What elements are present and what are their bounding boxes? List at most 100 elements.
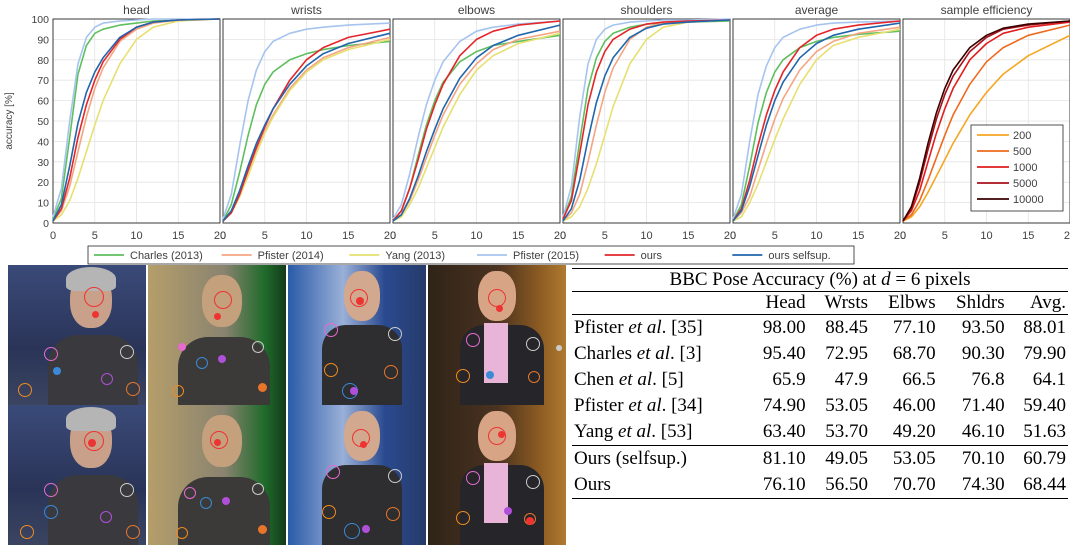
series-line-500 [902,24,1070,222]
method-name: Charles et al. [3] [574,343,702,364]
series-line-ours-selfsup- [222,32,391,222]
accuracy-value: 95.40 [762,343,806,364]
x-tick-label: 20 [1064,230,1070,242]
x-tick-label: 15 [682,230,694,242]
x-tick-label: 5 [772,230,778,242]
legend-label: 500 [1013,146,1031,158]
y-tick-label: 50 [37,116,49,128]
accuracy-value: 65.9 [772,369,806,390]
pose-frame-4-top [428,265,566,405]
series-line-pfister-2014- [562,19,731,222]
series-line-ours [562,19,731,220]
series-line-ours-selfsup- [52,18,221,222]
series-line-ours-selfsup- [732,22,901,222]
series-line-pfister-2015- [392,20,561,220]
series-line-pfister-2015- [562,18,731,218]
accuracy-value: 53.70 [825,421,869,442]
series-line-pfister-2015- [222,22,391,220]
series-line-ours-selfsup- [392,24,561,222]
method-name: Ours [572,472,747,499]
chart-title: shoulders [620,3,672,17]
y-tick-label: 90 [37,34,49,46]
chart-title: average [795,3,839,17]
series-line-pfister-2015- [52,18,220,218]
table-row: Ours (selfsup.) 81.10 49.05 53.05 70.10 60.79 [572,445,1068,472]
y-tick-label: 40 [37,136,49,148]
method-name: Chen et al. [5] [574,369,684,390]
x-tick-label: 0 [730,230,736,242]
method-name: Pfister et al. [35] [574,317,703,338]
y-tick-label: 70 [37,75,49,87]
accuracy-value: 46.10 [961,421,1005,442]
legend-box [970,124,1064,212]
x-tick-label: 10 [300,230,312,242]
x-tick-label: 15 [852,230,864,242]
accuracy-value: 53.05 [870,445,938,472]
accuracy-value: 93.50 [961,317,1005,338]
y-tick-label: 0 [43,218,49,230]
series-line-pfister-2014- [52,18,221,222]
y-tick-label: 30 [37,157,49,169]
accuracy-value: 79.90 [1023,343,1066,364]
method-name: Ours (selfsup.) [572,445,747,472]
column-header: Shldrs [937,291,1007,315]
accuracy-value: 66.5 [902,369,936,390]
x-tick-label: 5 [602,230,608,242]
column-header: Elbws [870,291,938,315]
series-line-yang-2013- [52,18,221,222]
accuracy-value: 49.05 [807,445,871,472]
x-tick-label: 20 [554,230,566,242]
legend-label: 5000 [1013,178,1037,190]
accuracy-value: 63.40 [762,421,806,442]
x-tick-label: 15 [342,230,354,242]
accuracy-value: 90.30 [961,343,1005,364]
x-tick-label: 20 [384,230,396,242]
series-line-yang-2013- [562,19,731,222]
plot-frame [732,18,901,224]
y-tick-label: 100 [31,14,49,26]
x-tick-label: 10 [470,230,482,242]
legend-label: 10000 [1013,194,1044,206]
series-line-charles-2013- [732,30,901,222]
x-tick-label: 15 [1022,230,1034,242]
table-header-row: Head Wrsts Elbws Shldrs Avg. [572,291,1068,315]
y-axis-label: accuracy [%] [4,92,15,149]
accuracy-value: 47.9 [834,369,869,390]
x-tick-label: 0 [50,230,56,242]
column-header: Wrsts [807,291,871,315]
x-tick-label: 0 [390,230,396,242]
series-line-yang-2013- [392,32,561,222]
accuracy-value: 74.90 [762,395,806,416]
pose-frame-1-top [8,265,146,405]
chart-panel-sample-efficiency: sample efficiency51015200200500100050001… [900,3,1070,242]
series-line-charles-2013- [222,40,391,222]
y-tick-label: 60 [37,96,49,108]
plot-frame [562,18,731,224]
pose-frame-2-top [148,265,286,405]
legend-label: Charles (2013) [130,250,203,262]
accuracy-value: 64.1 [1032,369,1066,390]
accuracy-value: 68.44 [1006,472,1068,499]
accuracy-value: 76.8 [971,369,1005,390]
accuracy-value: 49.20 [892,421,936,442]
accuracy-value: 77.10 [892,317,936,338]
legend-label: Pfister (2014) [258,250,324,262]
plot-frame [392,18,561,224]
series-line-5000 [902,20,1070,222]
pose-frame-3-top [288,265,426,405]
legend-frame [87,245,855,265]
accuracy-value: 46.00 [892,395,936,416]
series-line-pfister-2015- [732,20,901,220]
method-name: Pfister et al. [34] [574,395,703,416]
method-name: Yang et al. [53] [574,421,693,442]
series-line-200 [902,34,1070,222]
x-tick-label: 15 [512,230,524,242]
x-tick-label: 10 [810,230,822,242]
accuracy-value: 98.00 [762,317,806,338]
caption-variable: d [881,269,891,290]
legend-label: ours [641,250,663,262]
x-tick-label: 5 [432,230,438,242]
chart-title: sample efficiency [941,3,1033,17]
y-tick-label: 20 [37,177,49,189]
